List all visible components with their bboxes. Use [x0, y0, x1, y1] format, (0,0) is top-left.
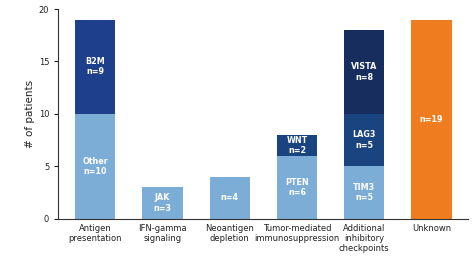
- Bar: [344, 30, 384, 114]
- Bar: [344, 114, 384, 166]
- Text: n=4: n=4: [221, 193, 239, 202]
- Text: LAG3
n=5: LAG3 n=5: [353, 131, 376, 150]
- Bar: [277, 156, 317, 219]
- Bar: [344, 166, 384, 219]
- Text: TIM3
n=5: TIM3 n=5: [353, 183, 375, 202]
- Text: B2M
n=9: B2M n=9: [85, 57, 105, 76]
- Bar: [277, 135, 317, 156]
- Text: PTEN
n=6: PTEN n=6: [285, 178, 309, 197]
- Bar: [411, 19, 452, 219]
- Text: JAK
n=3: JAK n=3: [154, 193, 172, 213]
- Y-axis label: # of patients: # of patients: [25, 80, 35, 148]
- Bar: [210, 177, 250, 219]
- Text: VISTA
n=8: VISTA n=8: [351, 62, 377, 82]
- Bar: [75, 19, 115, 114]
- Bar: [75, 114, 115, 219]
- Text: n=19: n=19: [419, 115, 443, 124]
- Bar: [142, 187, 182, 219]
- Text: Other
n=10: Other n=10: [82, 157, 108, 176]
- Text: WNT
n=2: WNT n=2: [286, 136, 308, 155]
